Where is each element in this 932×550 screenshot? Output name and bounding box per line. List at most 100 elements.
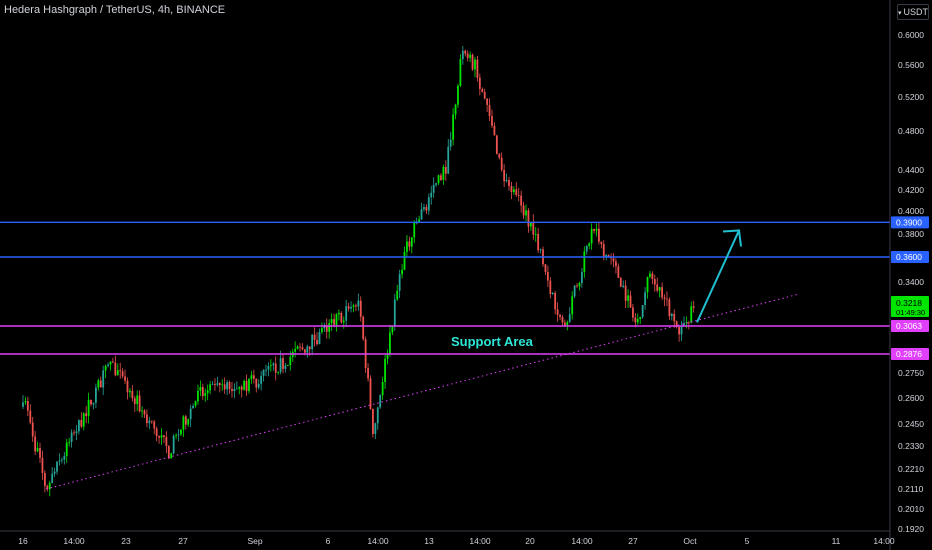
candle-body xyxy=(576,285,578,287)
candle-body xyxy=(595,228,598,231)
candle-body xyxy=(590,228,593,244)
candle-body xyxy=(437,175,440,184)
candle-body xyxy=(243,380,246,390)
candle-body xyxy=(48,483,51,490)
candle-body xyxy=(649,273,651,277)
candle-body xyxy=(598,228,600,242)
candle-body xyxy=(187,419,190,425)
time-tick: Oct xyxy=(683,536,697,546)
candle-body xyxy=(481,88,484,93)
time-axis[interactable]: 16 14:00 23 27 Sep 6 14:00 13 14:00 20 14:00 27 Oct 5… xyxy=(18,536,895,546)
candle-body xyxy=(568,314,571,323)
candle-body xyxy=(537,233,540,251)
price-tick: 0.2210 xyxy=(898,464,924,474)
candle-body xyxy=(622,285,625,287)
support-price-value: 0.2876 xyxy=(896,349,922,359)
candle-body xyxy=(301,347,304,350)
candle-body xyxy=(563,322,566,326)
candle-body xyxy=(610,257,612,259)
candle-body xyxy=(233,388,236,392)
candle-body xyxy=(398,274,401,291)
price-axis[interactable]: 0.6000 0.5600 0.5200 0.4800 0.4400 0.4200 0.40… xyxy=(898,30,924,534)
candle-body xyxy=(175,435,177,436)
currency-selector[interactable]: ▾ USDT xyxy=(897,4,929,20)
time-tick: 16 xyxy=(18,536,28,546)
resistance-price-value: 0.3900 xyxy=(896,217,922,227)
candle-body xyxy=(653,279,656,285)
candle-body xyxy=(206,390,209,394)
candle-body xyxy=(90,399,92,405)
candlestick-series xyxy=(22,45,695,497)
candle-body xyxy=(97,380,100,388)
candle-body xyxy=(687,322,690,324)
candle-body xyxy=(488,104,491,116)
candle-body xyxy=(68,441,71,443)
support-price-tag xyxy=(891,320,929,332)
candle-body xyxy=(425,207,428,211)
candle-body xyxy=(24,401,27,403)
candle-body xyxy=(194,401,197,406)
candle-body xyxy=(184,416,187,425)
candle-body xyxy=(199,386,202,391)
candle-body xyxy=(408,241,411,247)
candle-body xyxy=(46,485,49,490)
candle-body xyxy=(549,280,552,295)
candle-body xyxy=(141,410,143,412)
candle-body xyxy=(262,369,265,376)
candle-body xyxy=(342,320,345,323)
candle-body xyxy=(155,428,158,437)
price-tick: 0.4200 xyxy=(898,185,924,195)
candle-body xyxy=(126,380,129,393)
candle-body xyxy=(607,255,610,258)
candle-body xyxy=(515,189,518,196)
resistance-price-tag xyxy=(891,216,929,229)
candle-body xyxy=(644,292,646,306)
candle-body xyxy=(138,395,141,412)
candle-body xyxy=(43,472,46,486)
candle-body xyxy=(406,241,408,252)
candle-body xyxy=(381,381,384,396)
candle-body xyxy=(121,371,124,377)
candle-body xyxy=(600,241,603,245)
candle-body xyxy=(493,125,496,136)
candle-body xyxy=(461,50,464,60)
candle-body xyxy=(286,365,289,366)
chart-title: Hedera Hashgraph / TetherUS, 4h, BINANCE xyxy=(4,4,226,16)
horizontal-levels[interactable] xyxy=(0,221,890,355)
candle-body xyxy=(257,383,260,388)
candle-body xyxy=(466,53,469,58)
candle-body xyxy=(389,332,391,355)
candle-body xyxy=(459,59,462,86)
candle-body xyxy=(505,180,508,182)
candle-body xyxy=(201,386,204,396)
candle-body xyxy=(615,261,617,267)
candle-body xyxy=(34,436,37,452)
candle-body xyxy=(65,442,68,457)
price-tick: 0.3800 xyxy=(898,229,924,239)
candle-body xyxy=(634,317,637,323)
time-tick: 11 xyxy=(832,536,841,546)
candle-body xyxy=(372,408,374,434)
candle-body xyxy=(420,209,423,220)
candle-body xyxy=(172,435,175,454)
candle-body xyxy=(158,436,160,438)
resistance-price-tag xyxy=(891,251,929,263)
candle-body xyxy=(114,362,117,376)
candle-body xyxy=(683,323,685,326)
candle-body xyxy=(177,434,180,436)
candle-body xyxy=(583,251,586,273)
candle-body xyxy=(265,369,267,371)
candle-body xyxy=(629,295,632,308)
candle-body xyxy=(396,290,399,300)
support-price-tag xyxy=(891,348,929,360)
resistance-price-value: 0.3600 xyxy=(896,252,922,262)
bullish-arrow-annotation[interactable] xyxy=(696,229,742,323)
ascending-trendline[interactable] xyxy=(45,294,797,490)
candle-body xyxy=(520,195,523,206)
candle-body xyxy=(267,366,270,370)
candle-body xyxy=(359,300,362,317)
support-price-value: 0.3063 xyxy=(896,321,922,331)
last-price-tag xyxy=(891,296,929,317)
candle-body xyxy=(316,340,318,345)
